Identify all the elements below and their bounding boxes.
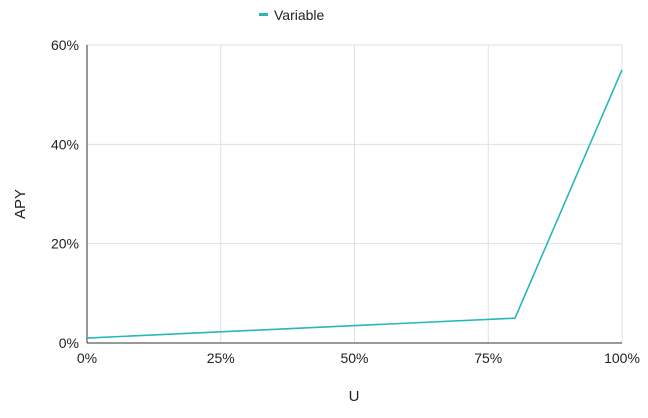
legend-label-variable: Variable [274,7,325,23]
axes [86,45,622,344]
series [86,69,623,339]
x-tick-label: 0% [77,350,97,366]
series-line-variable [86,69,623,339]
grid [86,44,623,344]
y-tick-label: 40% [51,136,79,152]
x-tick-label: 50% [340,350,368,366]
legend-swatch-variable [259,13,268,16]
x-tick-label: 100% [604,350,640,366]
y-axis-title: APY [12,189,29,219]
legend: Variable [259,7,325,23]
x-tick-label: 25% [207,350,235,366]
y-tick-label: 20% [51,236,79,252]
y-tick-label: 60% [51,37,79,53]
tick-labels: 0% 25% 50% 75% 100% 0% 20% 40% 60% [51,37,640,366]
y-tick-label: 0% [59,335,79,351]
x-axis-title: U [349,388,360,405]
x-tick-label: 75% [474,350,502,366]
